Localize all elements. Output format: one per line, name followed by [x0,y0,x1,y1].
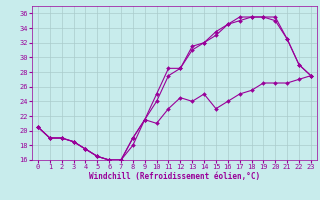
X-axis label: Windchill (Refroidissement éolien,°C): Windchill (Refroidissement éolien,°C) [89,172,260,181]
